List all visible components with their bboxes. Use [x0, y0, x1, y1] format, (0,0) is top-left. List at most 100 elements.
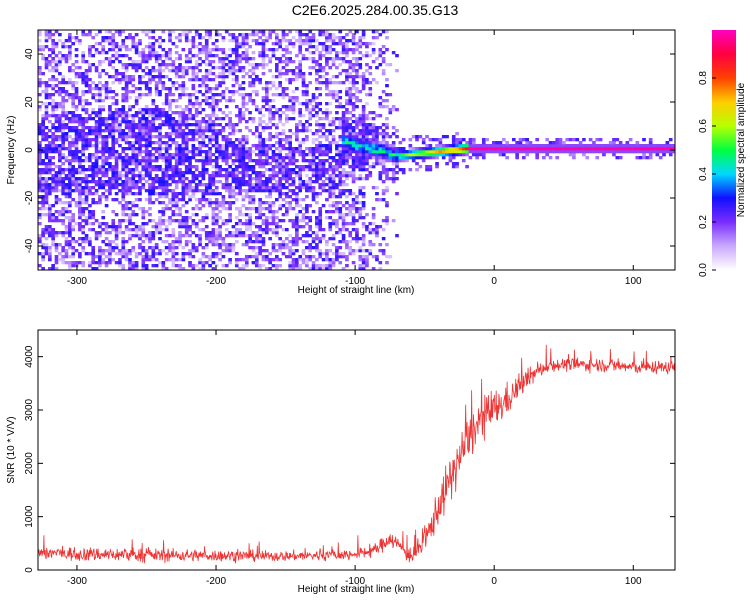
heatmap-cell: [285, 78, 289, 82]
heatmap-cell: [198, 219, 202, 223]
heatmap-cell: [385, 78, 389, 82]
heatmap-cell: [238, 213, 242, 217]
heatmap-cell: [121, 150, 126, 154]
heatmap-cell: [154, 147, 159, 151]
heatmap-cell: [218, 123, 222, 127]
heatmap-cell: [254, 135, 259, 139]
heatmap-cell: [381, 192, 386, 196]
heatmap-cell: [194, 183, 199, 187]
heatmap-cell: [98, 90, 102, 94]
heatmap-cell: [71, 264, 76, 268]
heatmap-cell: [204, 114, 209, 118]
heatmap-cell: [308, 183, 313, 187]
heatmap-cell: [61, 231, 66, 235]
heatmap-cell: [78, 210, 82, 214]
heatmap-cell: [121, 93, 126, 97]
heatmap-cell: [121, 39, 126, 43]
heatmap-cell: [178, 243, 182, 247]
heatmap-cell: [191, 156, 196, 160]
heatmap-cell: [315, 195, 319, 199]
heatmap-cell: [181, 132, 186, 136]
heatmap-cell: [61, 147, 66, 151]
heatmap-cell: [348, 222, 353, 226]
heatmap-cell: [271, 114, 276, 118]
heatmap-cell: [88, 138, 92, 142]
heatmap-cell: [131, 156, 136, 160]
heatmap-cell: [58, 63, 62, 67]
heatmap-cell: [148, 141, 152, 145]
heatmap-cell: [98, 255, 102, 259]
heatmap-cell: [64, 57, 69, 61]
heatmap-cell: [104, 171, 109, 175]
heatmap-cell: [118, 261, 122, 265]
heatmap-cell: [198, 147, 202, 151]
heatmap-cell: [211, 135, 216, 139]
heatmap-cell: [81, 168, 86, 172]
heatmap-cell: [335, 54, 339, 58]
heatmap-cell: [244, 42, 249, 46]
heatmap-cell: [184, 222, 189, 226]
heatmap-cell: [128, 114, 132, 118]
heatmap-cell: [498, 141, 503, 145]
heatmap-cell: [94, 42, 99, 46]
heatmap-cell: [311, 33, 316, 37]
heatmap-cell: [348, 75, 353, 79]
heatmap-cell: [174, 165, 179, 169]
heatmap-cell: [325, 60, 329, 64]
heatmap-cell: [134, 174, 139, 178]
heatmap-cell: [98, 168, 102, 172]
heatmap-cell: [158, 72, 162, 76]
heatmap-cell: [248, 150, 252, 154]
heatmap-cell: [288, 204, 292, 208]
heatmap-cell: [174, 87, 179, 91]
heatmap-cell: [94, 51, 99, 55]
heatmap-cell: [148, 45, 152, 49]
heatmap-cell: [275, 249, 279, 253]
heatmap-cell: [198, 258, 202, 262]
heatmap-cell: [171, 219, 176, 223]
heatmap-cell: [285, 210, 289, 214]
heatmap-cell: [168, 33, 172, 37]
heatmap-cell: [365, 78, 369, 82]
heatmap-cell: [231, 246, 236, 250]
heatmap-cell: [325, 144, 329, 148]
heatmap-cell: [288, 156, 292, 160]
heatmap-cell: [164, 162, 169, 166]
heatmap-cell: [68, 135, 72, 139]
heatmap-cell: [365, 54, 369, 58]
heatmap-cell: [154, 51, 159, 55]
heatmap-cell: [51, 204, 55, 208]
heatmap-cell: [84, 240, 89, 244]
heatmap-cell: [208, 69, 212, 73]
heatmap-cell: [335, 90, 339, 94]
heatmap-cell: [94, 138, 99, 142]
heatmap-cell: [61, 261, 66, 265]
heatmap-cell: [194, 168, 199, 172]
heatmap-cell: [428, 147, 433, 151]
heatmap-cell: [211, 267, 216, 270]
heatmap-cell: [375, 135, 379, 139]
heatmap-cell: [111, 33, 116, 37]
heatmap-cell: [91, 87, 96, 91]
heatmap-cell: [358, 162, 363, 166]
heatmap-cell: [234, 183, 239, 187]
heatmap-cell: [328, 237, 333, 241]
heatmap-cell: [171, 153, 176, 157]
heatmap-cell: [178, 66, 182, 70]
heatmap-cell: [184, 60, 189, 64]
heatmap-cell: [325, 243, 329, 247]
heatmap-cell: [281, 213, 286, 217]
heatmap-cell: [295, 264, 299, 268]
heatmap-cell: [188, 228, 192, 232]
heatmap-cell: [44, 252, 49, 256]
heatmap-cell: [224, 123, 229, 127]
heatmap-cell: [224, 207, 229, 211]
heatmap-cell: [378, 132, 383, 136]
heatmap-cell: [84, 108, 89, 112]
heatmap-cell: [84, 90, 89, 94]
heatmap-cell: [278, 72, 282, 76]
heatmap-cell: [455, 162, 459, 166]
heatmap-cell: [161, 123, 166, 127]
heatmap-cell: [161, 108, 166, 112]
heatmap-cell: [118, 159, 122, 163]
